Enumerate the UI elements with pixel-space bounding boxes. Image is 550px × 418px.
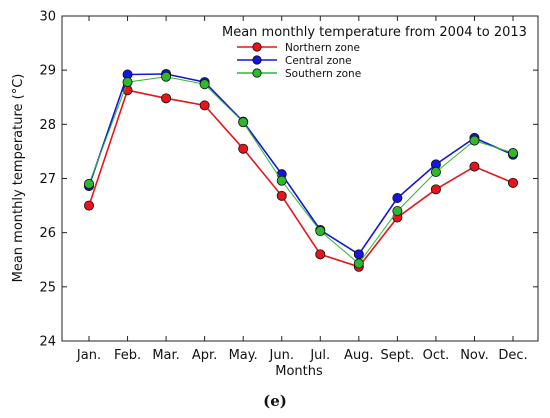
x-tick-label: Aug. xyxy=(344,348,374,363)
data-point xyxy=(84,178,95,189)
legend-marker xyxy=(252,68,262,78)
y-axis-label: Mean monthly temperature (°C) xyxy=(11,74,26,283)
y-tick-label: 26 xyxy=(39,226,56,241)
x-tick-label: Sept. xyxy=(380,348,414,363)
x-tick-label: Oct. xyxy=(423,348,450,363)
x-tick-label: Feb. xyxy=(114,348,141,363)
y-tick-label: 28 xyxy=(39,118,56,133)
data-point xyxy=(161,93,172,104)
x-tick-label: Dec. xyxy=(498,348,527,363)
series-central-zone xyxy=(84,68,518,260)
legend-item: Southern zone xyxy=(237,68,361,80)
data-point xyxy=(507,177,518,188)
data-point xyxy=(199,100,210,111)
data-point xyxy=(161,71,172,82)
legend-marker xyxy=(252,55,262,65)
data-point xyxy=(122,77,133,88)
x-tick-label: Jun. xyxy=(269,348,294,363)
figure-caption-text: (e) xyxy=(263,392,287,410)
axes: 24 25 26 27 28 29 30 Jan. Feb. Mar. Apr. May. Jun. Ju… xyxy=(39,10,539,363)
series-line xyxy=(88,73,514,256)
data-point xyxy=(199,79,210,90)
data-point xyxy=(238,143,249,154)
y-tick-label: 30 xyxy=(39,10,56,25)
data-point xyxy=(430,184,441,195)
x-tick-label: May. xyxy=(229,348,258,363)
data-point xyxy=(469,135,480,146)
series-southern-zone xyxy=(84,71,518,269)
legend-label: Central zone xyxy=(285,55,352,67)
data-point xyxy=(276,175,287,186)
data-point xyxy=(315,226,326,237)
series-line xyxy=(88,89,514,268)
series-lines xyxy=(84,68,518,272)
legend-item: Central zone xyxy=(237,55,352,67)
data-point xyxy=(353,258,364,269)
legend-label: Southern zone xyxy=(285,68,361,80)
x-tick-label: Nov. xyxy=(460,348,489,363)
series-northern-zone xyxy=(84,85,518,272)
chart-title: Mean monthly temperature from 2004 to 20… xyxy=(222,25,527,40)
y-tick-label: 25 xyxy=(39,280,56,295)
x-tick-label: Jul. xyxy=(309,348,330,363)
x-tick-label: Jan. xyxy=(76,348,101,363)
data-point xyxy=(430,166,441,177)
data-point xyxy=(507,148,518,159)
data-point xyxy=(353,249,364,260)
y-tick-label: 24 xyxy=(39,335,56,350)
data-point xyxy=(276,190,287,201)
data-point xyxy=(392,192,403,203)
x-tick-label: Mar. xyxy=(152,348,179,363)
data-point xyxy=(315,249,326,260)
figure-caption: (e) xyxy=(0,392,550,410)
legend-item: Northern zone xyxy=(237,42,360,54)
y-tick-label: 27 xyxy=(39,172,56,187)
legend-marker xyxy=(252,42,262,52)
legend-label: Northern zone xyxy=(285,42,360,54)
x-tick-label: Apr. xyxy=(192,348,217,363)
x-axis-label: Months xyxy=(275,364,323,379)
y-tick-label: 29 xyxy=(39,64,56,79)
data-point xyxy=(469,161,480,172)
data-point xyxy=(392,205,403,216)
data-point xyxy=(238,117,249,128)
y-axis-label-text: Mean monthly temperature (°C) xyxy=(11,74,26,283)
series-line xyxy=(88,76,514,265)
data-point xyxy=(84,200,95,211)
